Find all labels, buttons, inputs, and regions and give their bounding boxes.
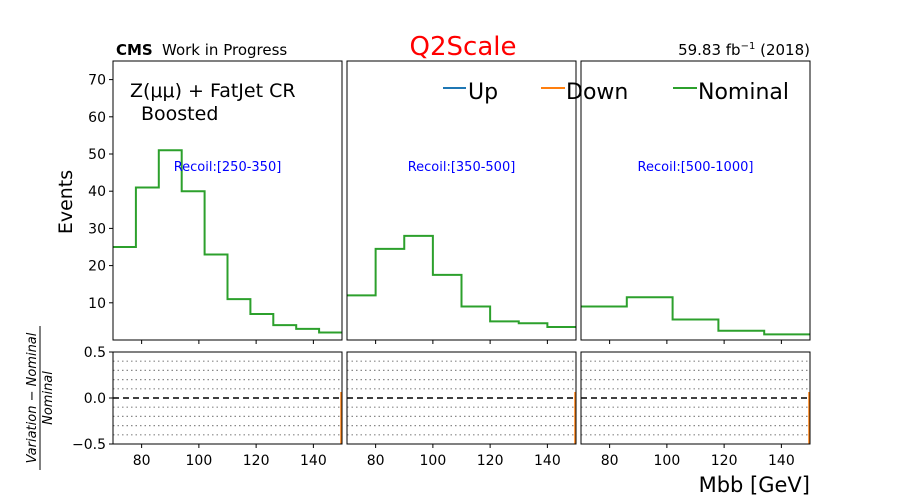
y-tick-label-top: 30: [88, 221, 106, 237]
x-tick-label: 80: [601, 453, 619, 469]
x-tick-label: 120: [711, 453, 738, 469]
y-tick-label-top: 50: [88, 147, 106, 163]
recoil-label-3: Recoil:[500-1000]: [638, 160, 754, 175]
legend-label-nominal: Nominal: [698, 80, 789, 105]
x-tick-label: 100: [186, 453, 213, 469]
nominal-histogram-3: [581, 296, 810, 336]
y-tick-label-top: 40: [88, 184, 106, 200]
ratio-frame-3: [580, 351, 811, 445]
y-tick-label-top: 20: [88, 259, 106, 275]
panel-1: Recoil:[250-350] 80 100 120 140 10 20 30 40 50 60 7…: [72, 60, 343, 469]
luminosity-label: 59.83 fb−1 (2018): [678, 41, 810, 59]
nominal-histogram-2: [347, 234, 576, 328]
y-tick-label-ratio: −0.5: [72, 437, 106, 453]
x-axis-label: Mbb [GeV]: [699, 473, 810, 497]
legend-label-down: Down: [566, 80, 628, 105]
y-tick-label-top: 60: [88, 110, 106, 126]
ratio-label-numerator: Variation − Nominal: [25, 332, 40, 463]
experiment-note: Work in Progress: [162, 41, 287, 59]
main-frame-3: [580, 60, 811, 341]
y-tick-label-top: 10: [88, 296, 106, 312]
y-tick-label-top: 70: [88, 73, 106, 89]
x-tick-label: 140: [534, 453, 561, 469]
x-tick-label: 80: [133, 453, 151, 469]
ratio-frame-2: [346, 351, 577, 445]
main-frame-2: [346, 60, 577, 341]
legend-label-up: Up: [468, 80, 498, 105]
region-label-line1: Z(μμ) + FatJet CR: [130, 80, 296, 102]
x-tick-label: 140: [300, 453, 327, 469]
panels-group: Recoil:[250-350] 80 100 120 140 10 20 30 40 50 60 7…: [72, 60, 811, 469]
recoil-label-1: Recoil:[250-350]: [174, 160, 282, 175]
y-axis-label-ratio: Variation − Nominal Nominal: [25, 326, 56, 470]
panel-2: Recoil:[350-500] 80 100 120 140: [346, 60, 577, 469]
y-axis-label-events: Events: [55, 170, 77, 234]
region-label-line2: Boosted: [141, 103, 218, 125]
x-tick-label: 120: [477, 453, 504, 469]
chart-title: Q2Scale: [410, 32, 517, 62]
x-tick-label: 140: [768, 453, 795, 469]
x-tick-label: 100: [420, 453, 447, 469]
nominal-histogram-1: [113, 149, 342, 334]
recoil-label-2: Recoil:[350-500]: [408, 160, 516, 175]
ratio-label-denominator: Nominal: [41, 371, 56, 425]
y-tick-label-ratio: 0.0: [84, 391, 106, 407]
y-tick-label-ratio: 0.5: [84, 345, 106, 361]
legend: Up Down Nominal: [443, 80, 789, 105]
panel-3: Recoil:[500-1000] 80 100 120 140: [580, 60, 811, 469]
experiment-label: CMS: [116, 41, 153, 59]
main-frame-1: [112, 60, 343, 341]
x-tick-label: 120: [243, 453, 270, 469]
x-tick-label: 80: [367, 453, 385, 469]
x-tick-label: 100: [654, 453, 681, 469]
